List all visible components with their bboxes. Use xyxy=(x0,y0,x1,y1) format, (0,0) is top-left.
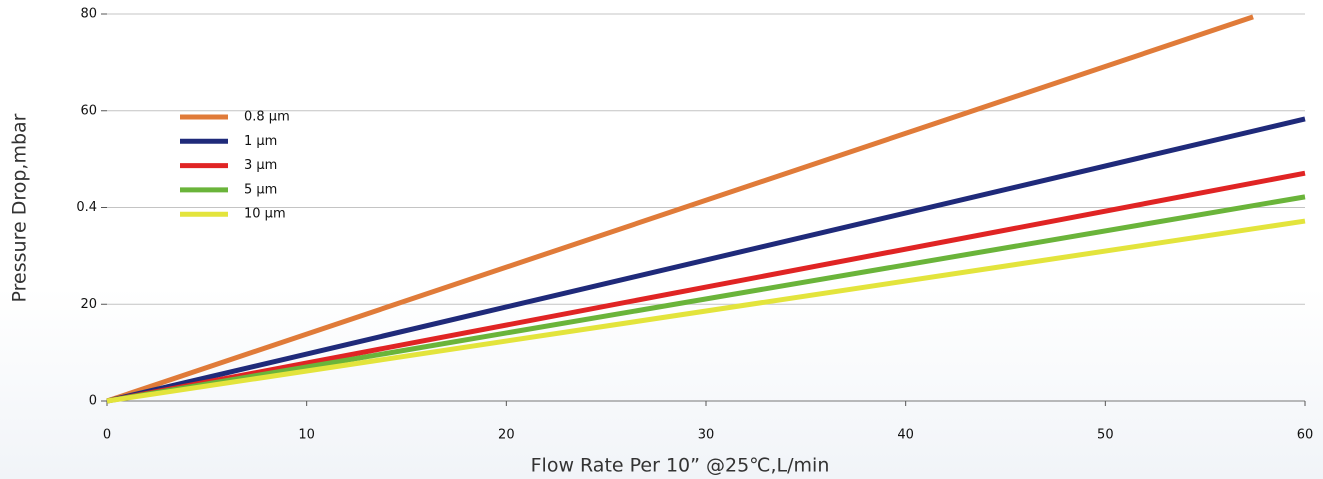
x-tick-label: 0 xyxy=(103,428,111,443)
y-tick-label: 0 xyxy=(89,394,97,409)
y-tick-label: 0.4 xyxy=(76,200,97,215)
x-tick-label: 50 xyxy=(1097,428,1114,443)
legend-label: 0.8 μm xyxy=(244,110,290,125)
line xyxy=(106,194,1306,404)
line xyxy=(106,218,1306,404)
x-tick-label: 30 xyxy=(698,428,715,443)
x-tick-label: 10 xyxy=(298,428,315,443)
line xyxy=(106,14,1254,404)
legend-label: 5 μm xyxy=(244,182,277,197)
x-tick-label: 40 xyxy=(897,428,914,443)
y-tick-label: 20 xyxy=(80,297,97,312)
x-axis-title: Flow Rate Per 10” @25℃,L/min xyxy=(531,455,830,477)
line xyxy=(106,116,1306,404)
legend-label: 10 μm xyxy=(244,207,286,222)
y-tick-label: 80 xyxy=(80,7,97,22)
y-tick-label: 60 xyxy=(80,103,97,118)
legend-label: 1 μm xyxy=(244,134,277,149)
y-axis-title: Pressure Drop,mbar xyxy=(9,113,31,302)
x-tick-label: 60 xyxy=(1297,428,1314,443)
line xyxy=(106,170,1306,404)
x-tick-label: 20 xyxy=(498,428,515,443)
legend-label: 3 μm xyxy=(244,158,277,173)
